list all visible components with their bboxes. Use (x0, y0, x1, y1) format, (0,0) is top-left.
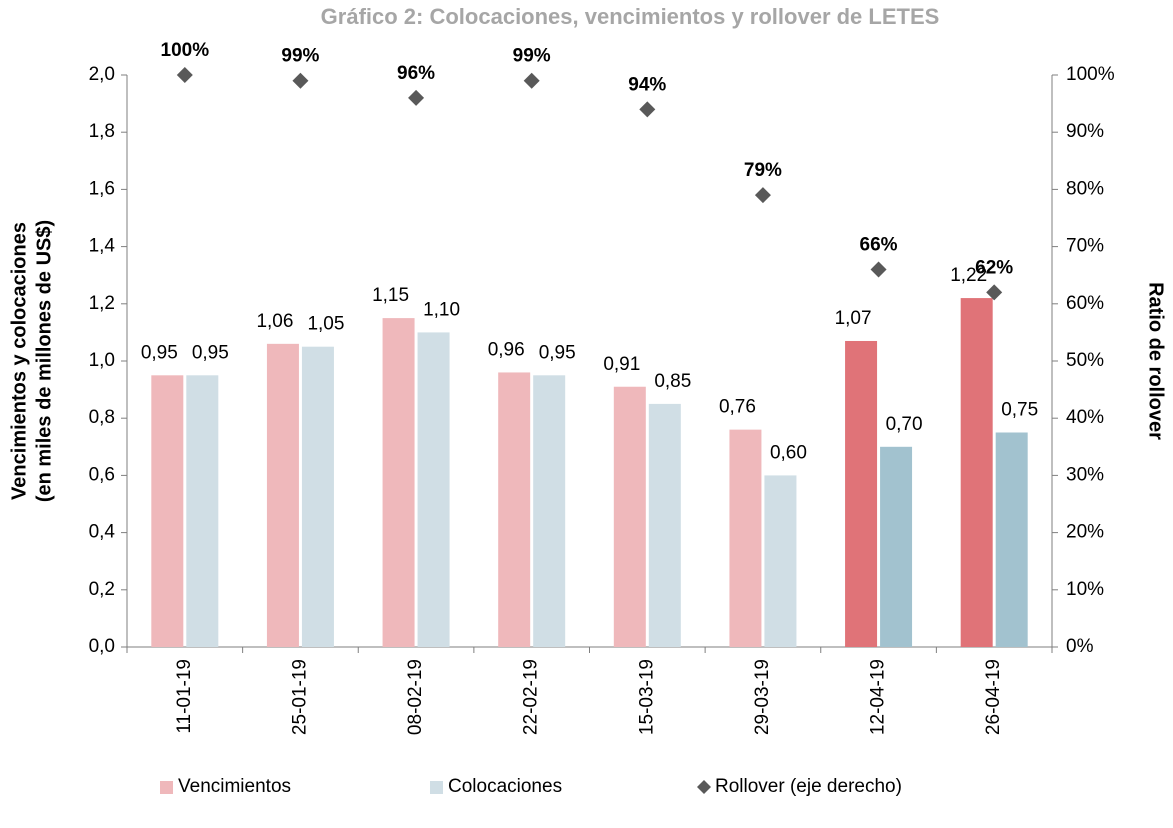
y-axis-label: (en miles de millones de US$) (33, 220, 55, 502)
data-label: 0,60 (770, 442, 807, 463)
y-tick-label: 2,0 (89, 64, 115, 85)
rollover-marker (986, 284, 1003, 301)
bar (151, 375, 184, 647)
y-tick-label: 1,2 (89, 293, 115, 314)
bar (764, 475, 797, 647)
bar (498, 372, 531, 647)
y2-tick-label: 90% (1066, 121, 1104, 142)
data-label: 66% (860, 234, 898, 255)
y-tick-label: 0,0 (89, 636, 115, 657)
bar (648, 403, 681, 647)
data-label: 1,22 (950, 265, 987, 286)
legend-label: Colocaciones (448, 776, 562, 797)
legend-label: Rollover (eje derecho) (715, 776, 902, 797)
y-tick-label: 0,8 (89, 407, 115, 428)
y2-tick-label: 30% (1066, 464, 1104, 485)
legend-marker (430, 781, 443, 794)
y-tick-label: 1,6 (89, 178, 115, 199)
y2-tick-label: 50% (1066, 350, 1104, 371)
data-label: 100% (161, 40, 210, 61)
x-tick-label: 11-01-19 (174, 659, 195, 734)
data-label: 0,75 (1001, 400, 1038, 421)
data-label: 1,07 (835, 308, 872, 329)
data-label: 1,10 (423, 299, 460, 320)
data-label: 62% (975, 257, 1013, 278)
x-tick-label: 22-02-19 (521, 659, 542, 735)
bar (729, 429, 762, 647)
data-label: 1,15 (372, 285, 409, 306)
data-label: 0,96 (488, 339, 525, 360)
y2-tick-label: 0% (1066, 636, 1094, 657)
legend-label: Vencimientos (178, 776, 291, 797)
bar (960, 298, 993, 647)
y-axis-label: Vencimientos y colocaciones (8, 222, 30, 500)
x-tick-label: 12-04-19 (868, 659, 889, 735)
y2-tick-label: 100% (1066, 64, 1115, 85)
data-label: 0,91 (603, 354, 640, 375)
data-label: 0,76 (719, 397, 756, 418)
y2-tick-label: 10% (1066, 579, 1104, 600)
rollover-marker (639, 101, 656, 118)
rollover-marker (292, 72, 309, 89)
bar (301, 346, 334, 647)
y-tick-label: 0,4 (89, 522, 116, 543)
y2-tick-label: 20% (1066, 522, 1104, 543)
data-label: 0,95 (141, 342, 178, 363)
y2-tick-label: 60% (1066, 293, 1104, 314)
rollover-marker (523, 72, 540, 89)
legend-marker (160, 781, 173, 794)
chart-title: Gráfico 2: Colocaciones, vencimientos y … (321, 4, 940, 29)
y2-axis-label: Ratio de rollover (1145, 282, 1167, 440)
y-tick-label: 1,4 (89, 236, 116, 257)
data-label: 1,06 (256, 311, 293, 332)
y2-tick-label: 80% (1066, 178, 1104, 199)
data-label: 94% (628, 74, 666, 95)
rollover-marker (754, 187, 771, 204)
data-label: 79% (744, 160, 782, 181)
data-label: 99% (281, 46, 319, 67)
x-tick-label: 29-03-19 (752, 659, 773, 735)
bar (186, 375, 219, 647)
y-tick-label: 0,2 (89, 579, 115, 600)
data-label: 96% (397, 63, 435, 84)
x-tick-label: 08-02-19 (405, 659, 426, 735)
bar (880, 446, 913, 647)
bar (266, 343, 299, 647)
data-label: 0,95 (539, 342, 576, 363)
bar (382, 318, 415, 647)
data-label: 0,70 (886, 414, 923, 435)
bar (995, 432, 1028, 647)
y2-tick-label: 70% (1066, 236, 1104, 257)
bar (417, 332, 450, 647)
data-label: 0,95 (192, 342, 229, 363)
y-tick-label: 1,0 (89, 350, 115, 371)
y-tick-label: 1,8 (89, 121, 115, 142)
legend-marker (697, 780, 711, 794)
data-label: 99% (513, 46, 551, 67)
rollover-marker (870, 261, 887, 278)
data-label: 1,05 (307, 314, 344, 335)
bar (613, 386, 646, 647)
bar (533, 375, 566, 647)
rollover-marker (176, 67, 193, 83)
x-tick-label: 15-03-19 (636, 659, 657, 735)
bar (845, 340, 878, 647)
rollover-marker (408, 89, 425, 106)
x-tick-label: 25-01-19 (289, 659, 310, 735)
data-label: 0,85 (654, 371, 691, 392)
x-tick-label: 26-04-19 (983, 659, 1004, 735)
y2-tick-label: 40% (1066, 407, 1104, 428)
y-tick-label: 0,6 (89, 464, 115, 485)
